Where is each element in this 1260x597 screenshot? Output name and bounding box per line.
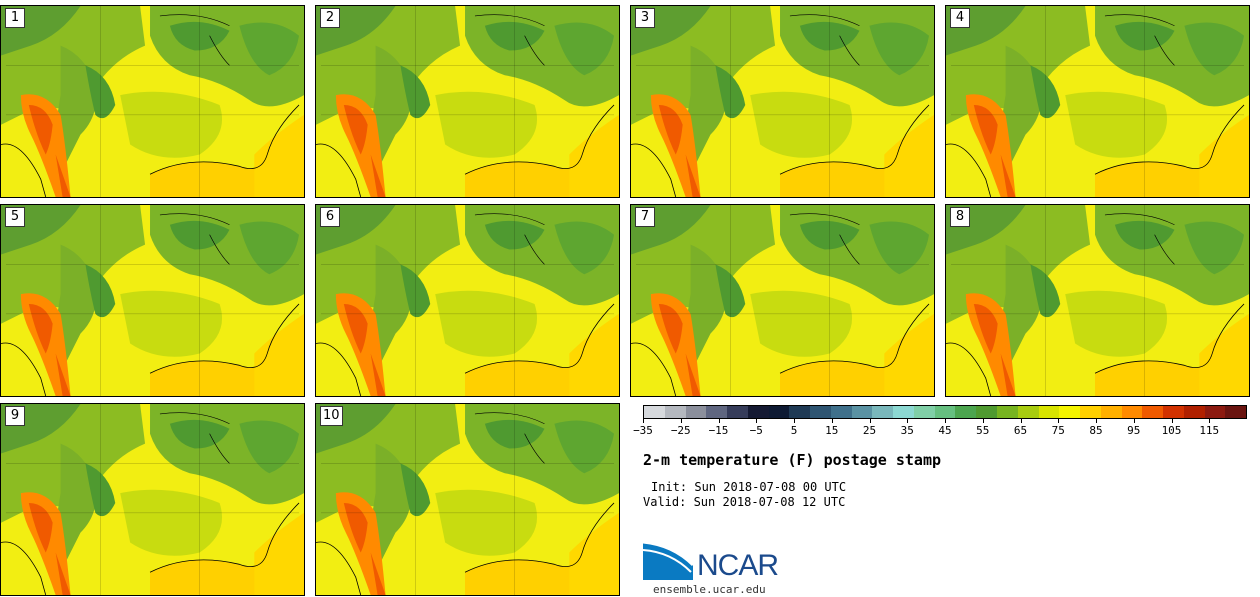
colorbar-swatch xyxy=(1080,406,1101,418)
colorbar-tick-label: 85 xyxy=(1089,424,1103,437)
temperature-map xyxy=(316,404,619,595)
colorbar-swatch xyxy=(664,406,686,418)
temperature-colorbar xyxy=(643,405,1247,419)
colorbar-swatch xyxy=(1121,406,1143,418)
map-panel: 5 xyxy=(0,204,305,397)
colorbar-tick xyxy=(831,419,833,423)
valid-time: Valid: Sun 2018-07-08 12 UTC xyxy=(643,495,846,509)
colorbar-swatch xyxy=(1100,406,1122,418)
colorbar-swatch xyxy=(1225,406,1247,418)
colorbar-swatch xyxy=(1142,406,1164,418)
colorbar-tick xyxy=(680,419,682,423)
member-number: 7 xyxy=(635,207,655,227)
colorbar-tick-label: 75 xyxy=(1051,424,1065,437)
colorbar-tick-label: −35 xyxy=(633,424,653,437)
colorbar-tick xyxy=(1133,419,1135,423)
ncar-logo-icon xyxy=(643,540,695,580)
colorbar-swatch xyxy=(1204,406,1226,418)
colorbar-swatch xyxy=(976,406,998,418)
map-panel: 9 xyxy=(0,403,305,596)
member-number: 4 xyxy=(950,8,970,28)
map-panel: 10 xyxy=(315,403,620,596)
map-panel: 2 xyxy=(315,5,620,198)
colorbar-tick-label: −5 xyxy=(749,424,763,437)
temperature-map xyxy=(631,205,934,396)
temperature-map xyxy=(1,404,304,595)
colorbar-tick xyxy=(643,419,644,423)
colorbar-swatch xyxy=(1038,406,1060,418)
colorbar-tick xyxy=(869,419,871,423)
colorbar-swatch xyxy=(893,406,914,418)
colorbar-swatch xyxy=(644,406,665,418)
colorbar-swatch xyxy=(1059,406,1081,418)
colorbar-tick xyxy=(756,419,758,423)
colorbar-swatch xyxy=(1017,406,1039,418)
member-number: 6 xyxy=(320,207,340,227)
colorbar-swatch xyxy=(851,406,873,418)
temperature-map xyxy=(946,6,1249,197)
colorbar-swatch xyxy=(747,406,769,418)
colorbar-tick xyxy=(794,419,795,423)
map-panel: 3 xyxy=(630,5,935,198)
colorbar-swatch xyxy=(1163,406,1184,418)
colorbar-tick xyxy=(982,419,984,423)
init-time: Init: Sun 2018-07-08 00 UTC xyxy=(651,480,847,494)
colorbar-swatch xyxy=(872,406,894,418)
colorbar-swatch xyxy=(768,406,790,418)
colorbar-tick xyxy=(718,419,720,423)
colorbar-swatch xyxy=(934,406,956,418)
colorbar-tick xyxy=(945,419,946,423)
member-number: 1 xyxy=(5,8,25,28)
member-number: 8 xyxy=(950,207,970,227)
colorbar-tick-label: 25 xyxy=(862,424,877,437)
member-number: 3 xyxy=(635,8,655,28)
colorbar-tick-label: 35 xyxy=(900,424,914,437)
colorbar-tick-label: 105 xyxy=(1161,424,1182,437)
temperature-map xyxy=(631,6,934,197)
map-panel: 4 xyxy=(945,5,1250,198)
colorbar-tick xyxy=(907,419,909,423)
colorbar-tick-label: 55 xyxy=(976,424,990,437)
colorbar-swatch xyxy=(913,406,935,418)
colorbar-tick xyxy=(1096,419,1097,423)
colorbar-tick xyxy=(1020,419,1022,423)
member-number: 10 xyxy=(320,406,343,426)
colorbar-swatch xyxy=(727,406,748,418)
colorbar-swatch xyxy=(685,406,707,418)
colorbar-swatch xyxy=(706,406,728,418)
colorbar-swatch xyxy=(1183,406,1205,418)
colorbar-tick xyxy=(1058,419,1060,423)
temperature-map xyxy=(1,205,304,396)
colorbar-tick xyxy=(1209,419,1211,423)
map-panel: 8 xyxy=(945,204,1250,397)
map-panel: 1 xyxy=(0,5,305,198)
chart-title: 2-m temperature (F) postage stamp xyxy=(643,451,942,469)
member-number: 2 xyxy=(320,8,340,28)
colorbar-swatch xyxy=(789,406,811,418)
colorbar-ticks: −35 −25 −15 −5 5 15 25 35 45 55 65 75 85 95 105 115 xyxy=(633,419,1247,443)
colorbar-tick xyxy=(1171,419,1173,423)
colorbar-tick-label: 115 xyxy=(1199,424,1220,437)
colorbar-tick-label: 5 xyxy=(790,424,798,437)
colorbar-tick-label: 15 xyxy=(825,424,839,437)
colorbar-swatch xyxy=(955,406,977,418)
map-panel: 6 xyxy=(315,204,620,397)
map-panel: 7 xyxy=(630,204,935,397)
colorbar-tick-label: −15 xyxy=(708,424,729,437)
colorbar-swatch xyxy=(830,406,852,418)
temperature-map xyxy=(1,6,304,197)
member-number: 9 xyxy=(5,406,25,426)
temperature-map xyxy=(316,205,619,396)
colorbar-swatch xyxy=(997,406,1018,418)
temperature-map xyxy=(316,6,619,197)
ncar-logo-text: NCAR xyxy=(697,549,779,582)
site-url: ensemble.ucar.edu xyxy=(653,583,766,596)
colorbar-tick-label: 45 xyxy=(938,424,952,437)
temperature-map xyxy=(946,205,1249,396)
colorbar-tick-label: 95 xyxy=(1127,424,1141,437)
member-number: 5 xyxy=(5,207,25,227)
colorbar-swatch xyxy=(810,406,831,418)
colorbar-tick-label: −25 xyxy=(670,424,691,437)
colorbar-tick-label: 65 xyxy=(1013,424,1028,437)
